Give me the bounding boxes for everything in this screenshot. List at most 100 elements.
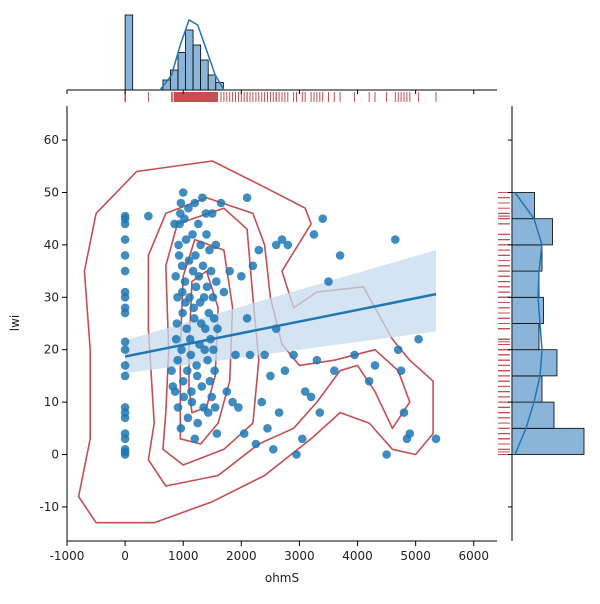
scatter-point — [120, 337, 130, 347]
y-tick-label: 20 — [44, 343, 59, 357]
x-hist-bar — [185, 29, 194, 91]
scatter-point — [324, 277, 333, 286]
scatter-point — [405, 429, 415, 438]
scatter-point — [190, 198, 200, 208]
scatter-point — [222, 387, 232, 396]
y-hist-bar — [511, 244, 543, 272]
scatter-point — [382, 450, 391, 459]
scatter-point — [209, 314, 219, 323]
scatter-point — [167, 366, 176, 376]
scatter-point — [260, 350, 269, 360]
scatter-point — [211, 240, 221, 250]
scatter-point — [174, 251, 184, 260]
scatter-point — [212, 277, 221, 286]
scatter-point — [254, 245, 264, 255]
confidence-band — [125, 250, 436, 374]
scatter-point — [199, 293, 209, 302]
scatter-point — [393, 345, 403, 355]
kde-contour — [77, 160, 434, 524]
scatter-point — [257, 397, 267, 407]
scatter-point — [180, 277, 190, 286]
scatter-point — [192, 361, 201, 370]
scatter-point — [277, 235, 287, 244]
scatter-point — [120, 266, 130, 276]
y-tick-label: 30 — [44, 290, 59, 304]
scatter-point — [194, 219, 203, 229]
y-tick-label: 0 — [51, 448, 59, 462]
scatter-point — [183, 366, 192, 376]
scatter-point — [198, 261, 208, 271]
x-tick-label: 6000 — [458, 549, 489, 563]
scatter-point — [191, 282, 201, 292]
scatter-point — [120, 211, 130, 221]
scatter-point — [177, 345, 186, 355]
scatter-point — [206, 266, 216, 276]
scatter-point — [178, 287, 187, 297]
scatter-point — [364, 376, 374, 386]
scatter-point — [271, 240, 281, 250]
scatter-point — [191, 251, 200, 260]
scatter-point — [193, 418, 202, 428]
scatter-point — [216, 198, 226, 208]
y-tick-label: 50 — [44, 185, 59, 199]
scatter-point — [171, 272, 180, 281]
scatter-point — [178, 188, 188, 197]
y-tick-label: 40 — [44, 238, 59, 252]
axis-ticks: -1000 0 1000 2000 3000 4000 5000 6000 -10 0 10 20 30… — [39, 90, 512, 563]
scatter-point — [396, 366, 406, 376]
scatter-point — [231, 350, 240, 360]
x-marginal-kde — [159, 18, 225, 91]
scatter-point — [431, 434, 441, 444]
y-hist-bar — [511, 323, 540, 351]
scatter-point — [204, 308, 214, 318]
scatter-point — [181, 235, 191, 244]
scatter-point — [207, 392, 216, 402]
scatter-point — [212, 429, 222, 438]
scatter-point — [315, 408, 325, 417]
scatter-point — [234, 403, 243, 412]
scatter-point — [120, 371, 130, 381]
scatter-point — [120, 235, 130, 244]
scatter-point — [189, 303, 198, 313]
scatter-point — [185, 334, 195, 344]
scatter-point — [251, 439, 261, 449]
scatter-point — [283, 240, 293, 250]
scatter-point — [414, 334, 423, 344]
x-axis-label: ohmS — [265, 571, 299, 585]
x-hist-bar — [207, 74, 217, 91]
scatter-point — [182, 324, 191, 334]
rug-marks — [124, 92, 510, 455]
y-hist-bar — [511, 427, 585, 455]
scatter-point — [219, 287, 229, 297]
scatter-point — [318, 214, 328, 223]
scatter-point — [201, 209, 211, 218]
x-tick-label: 0 — [121, 549, 129, 563]
scatter-point — [173, 355, 182, 365]
scatter-point — [203, 408, 213, 417]
scatter-point — [180, 214, 189, 223]
x-hist-bar — [177, 52, 186, 91]
scatter-point — [170, 387, 180, 396]
x-tick-label: 3000 — [284, 549, 315, 563]
scatter-point — [120, 361, 130, 370]
y-hist-bar — [511, 349, 558, 377]
x-hist-bar — [200, 59, 209, 91]
regression-line-path — [124, 292, 437, 358]
scatter-point — [186, 350, 196, 360]
scatter-point — [269, 445, 278, 454]
x-tick-label: 2000 — [226, 549, 257, 563]
scatter-point — [263, 424, 272, 433]
scatter-point — [205, 245, 214, 255]
scatter-point — [176, 424, 186, 433]
scatter-point — [210, 403, 220, 412]
scatter-point — [176, 198, 186, 208]
y-tick-label: 60 — [44, 133, 59, 147]
scatter-point — [185, 293, 194, 302]
scatter-point — [194, 272, 204, 281]
scatter-point — [300, 387, 310, 396]
scatter-point — [184, 203, 193, 213]
scatter-point — [205, 376, 215, 386]
scatter-point — [120, 429, 130, 438]
scatter-point — [190, 434, 200, 444]
scatter-point — [248, 261, 258, 271]
